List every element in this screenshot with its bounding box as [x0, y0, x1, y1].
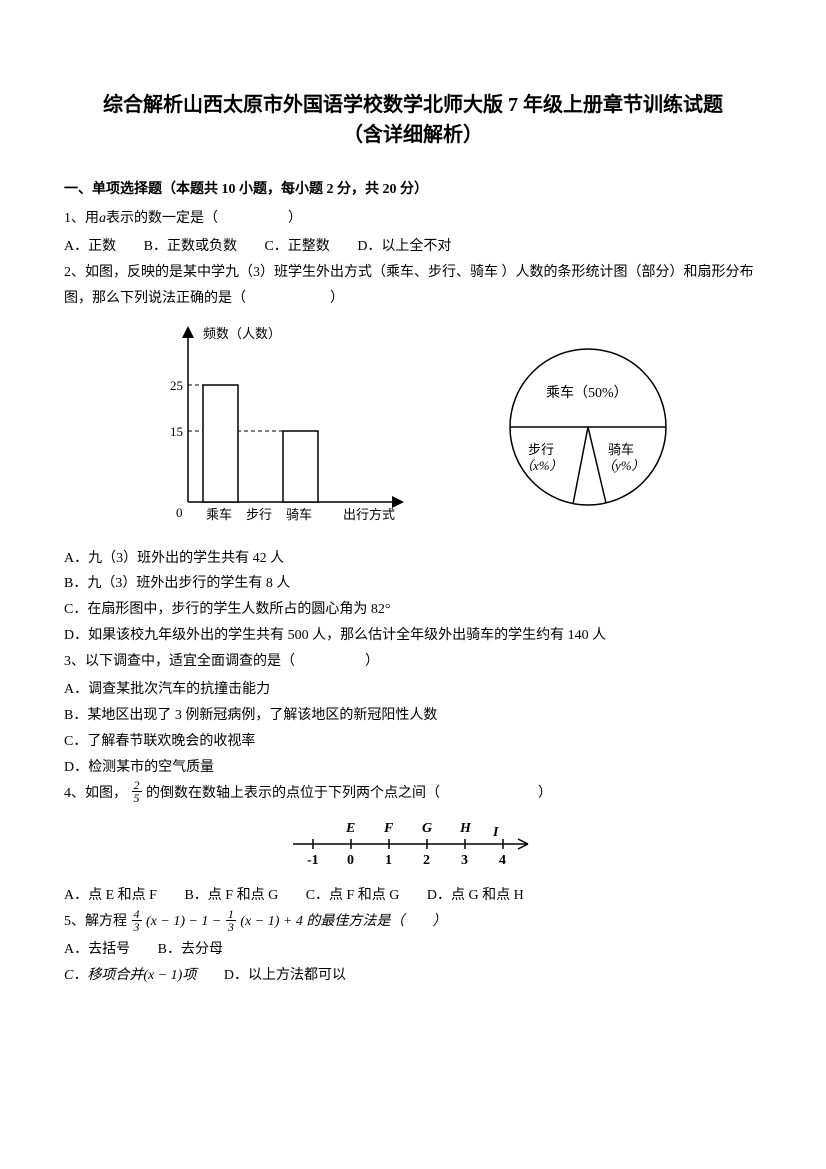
q4-options: A．点 E 和点 F B．点 F 和点 G C．点 F 和点 G D．点 G 和… — [64, 883, 762, 909]
q1-options: A．正数 B．正数或负数 C．正整数 D．以上全不对 — [64, 234, 762, 260]
q5-mid2: (x − 1) + 4 的最佳方法是（ ） — [240, 914, 446, 929]
q5-frac2: 1 3 — [226, 908, 236, 933]
pie-bike-l1: 骑车 — [608, 442, 634, 457]
q5-opt-a: A．去括号 — [64, 942, 130, 957]
q3-opt-c: C．了解春节联欢晚会的收视率 — [64, 729, 762, 755]
q1-stem-pre: 1、用 — [64, 211, 99, 226]
q5-opts-2: C．移项合并(x − 1)项 D．以上方法都可以 — [64, 963, 762, 989]
q1-opt-c: C．正整数 — [264, 239, 329, 254]
q1-opt-b: B．正数或负数 — [144, 239, 237, 254]
q2-charts: 频数（人数） 25 15 0 乘车 步行 骑车 出行方式 乘车（50%） 步行 … — [64, 322, 762, 532]
bar-chart: 频数（人数） 25 15 0 乘车 步行 骑车 出行方式 — [148, 322, 408, 532]
q4-frac-den: 5 — [132, 792, 142, 804]
numline-t5: 4 — [499, 853, 506, 868]
q3-opt-d: D．检测某市的空气质量 — [64, 755, 762, 781]
q5-opt-b: B．去分母 — [158, 942, 223, 957]
numline-H: H — [459, 821, 472, 836]
question-1: 1、用a表示的数一定是（ ） — [64, 206, 762, 232]
q5-f1n: 4 — [132, 908, 142, 921]
question-4: 4、如图， 2 5 的倒数在数轴上表示的点位于下列两个点之间（ ） — [64, 781, 762, 807]
q2-opt-a: A．九（3）班外出的学生共有 42 人 — [64, 546, 762, 572]
q2-opt-b: B．九（3）班外出步行的学生有 8 人 — [64, 571, 762, 597]
numline-t3: 2 — [423, 853, 430, 868]
question-3-stem: 3、以下调查中，适宜全面调查的是（ ） — [64, 649, 762, 675]
q5-f2n: 1 — [226, 908, 236, 921]
bar-ylabel: 频数（人数） — [203, 326, 281, 341]
bar-bus — [203, 385, 238, 502]
numline-I: I — [492, 825, 499, 840]
number-line-wrap: -1 0 1 2 3 4 E F G H I — [64, 814, 762, 873]
question-2-stem: 2、如图，反映的是某中学九（3）班学生外出方式（乘车、步行、骑车 ）人数的条形统… — [64, 260, 762, 312]
numline-t1: 0 — [347, 853, 354, 868]
page-title: 综合解析山西太原市外国语学校数学北师大版 7 年级上册章节训练试题 （含详细解析… — [64, 90, 762, 150]
bar-cat-bike: 骑车 — [286, 507, 312, 522]
q3-opt-b: B．某地区出现了 3 例新冠病例，了解该地区的新冠阳性人数 — [64, 703, 762, 729]
q4-frac: 2 5 — [132, 779, 142, 804]
bar-cat-walk: 步行 — [246, 507, 272, 522]
numline-F: F — [383, 821, 394, 836]
q4-opt-b: B．点 F 和点 G — [184, 888, 278, 903]
numline-E: E — [345, 821, 355, 836]
q4-opt-d: D．点 G 和点 H — [427, 888, 524, 903]
q4-opt-a: A．点 E 和点 F — [64, 888, 157, 903]
bar-cat-bus: 乘车 — [206, 507, 232, 522]
pie-bike-l2: （y%） — [602, 458, 645, 473]
title-line-1: 综合解析山西太原市外国语学校数学北师大版 7 年级上册章节训练试题 — [64, 90, 762, 120]
q1-opt-d: D．以上全不对 — [357, 239, 451, 254]
bar-xlabel: 出行方式 — [343, 507, 395, 522]
q5-f1d: 3 — [132, 921, 142, 933]
bar-ytick-25: 25 — [170, 378, 183, 393]
pie-bus-label: 乘车（50%） — [546, 384, 628, 401]
bar-ytick-15: 15 — [170, 424, 183, 439]
section-1-header: 一、单项选择题（本题共 10 小题，每小题 2 分，共 20 分） — [64, 178, 762, 198]
q4-opt-c: C．点 F 和点 G — [306, 888, 400, 903]
number-line: -1 0 1 2 3 4 E F G H I — [283, 814, 543, 868]
q5-opt-c: C．移项合并(x − 1)项 — [64, 968, 196, 983]
q5-frac1: 4 3 — [132, 908, 142, 933]
pie-chart: 乘车（50%） 步行 （x%） 骑车 （y%） — [498, 342, 678, 512]
q1-stem-post: 表示的数一定是（ ） — [106, 211, 302, 226]
q1-opt-a: A．正数 — [64, 239, 116, 254]
q3-opt-a: A．调查某批次汽车的抗撞击能力 — [64, 677, 762, 703]
q4-post: 的倒数在数轴上表示的点位于下列两个点之间（ ） — [146, 786, 552, 801]
q1-var: a — [99, 211, 106, 226]
q2-opt-c: C．在扇形图中，步行的学生人数所占的圆心角为 82° — [64, 597, 762, 623]
q4-pre: 4、如图， — [64, 786, 127, 801]
q5-f2d: 3 — [226, 921, 236, 933]
q5-pre: 5、解方程 — [64, 914, 127, 929]
pie-walk-l1: 步行 — [528, 442, 554, 457]
numline-t2: 1 — [385, 853, 392, 868]
q5-opt-d: D．以上方法都可以 — [224, 968, 346, 983]
numline-t0: -1 — [307, 853, 319, 868]
numline-G: G — [422, 821, 432, 836]
q2-opt-d: D．如果该校九年级外出的学生共有 500 人，那么估计全年级外出骑车的学生约有 … — [64, 623, 762, 649]
numline-t4: 3 — [461, 853, 468, 868]
bar-origin: 0 — [176, 505, 183, 520]
q4-frac-num: 2 — [132, 779, 142, 792]
title-line-2: （含详细解析） — [64, 120, 762, 150]
question-5: 5、解方程 4 3 (x − 1) − 1 − 1 3 (x − 1) + 4 … — [64, 909, 762, 935]
q5-opts-1: A．去括号 B．去分母 — [64, 937, 762, 963]
q5-mid1: (x − 1) − 1 − — [146, 914, 221, 929]
pie-walk-l2: （x%） — [520, 458, 563, 473]
bar-bike — [283, 431, 318, 502]
